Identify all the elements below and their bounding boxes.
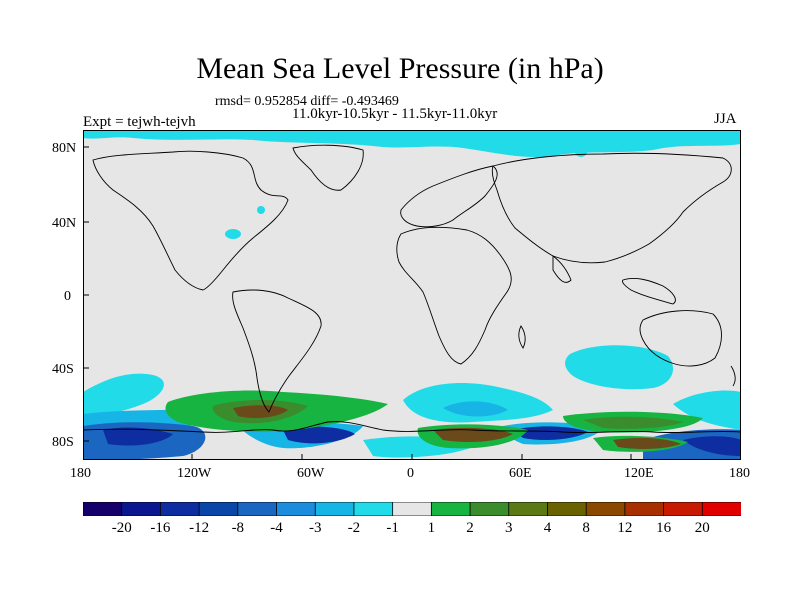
coastlines [83, 144, 741, 434]
period-text: 11.0kyr-10.5kyr - 11.5kyr-11.0kyr [292, 106, 498, 122]
lon-label-180-left: 180 [70, 466, 91, 481]
lat-label-40n: 40N [52, 216, 77, 231]
experiment-label: Expt = tejwh-tejvh [83, 114, 196, 130]
lat-label-80s: 80S [52, 435, 74, 450]
axis-ticks [83, 146, 632, 460]
weddell-dark-blue [283, 426, 355, 444]
new-zealand-coast [730, 365, 736, 387]
indian-sector-olive [583, 416, 683, 429]
colorbar-swatch [624, 502, 665, 516]
colorbar-swatch [83, 502, 123, 516]
lat-label-40s: 40S [52, 362, 74, 377]
asia-coast [491, 152, 732, 264]
colorbar-swatch [198, 502, 239, 516]
colorbar-label: -20 [111, 520, 132, 536]
ross-brown-core [613, 437, 681, 449]
se-pacific-cyan [673, 390, 741, 430]
colorbar-swatch [121, 502, 162, 516]
colorbar-label: -12 [189, 520, 210, 536]
indonesia-coast [622, 277, 676, 305]
arctic-cyan-patch [575, 147, 587, 157]
south-america-coast [232, 289, 322, 413]
colorbar-label: 20 [694, 520, 710, 536]
colorbar-label: -2 [347, 520, 361, 536]
pacific-antarctic-dark-blue [683, 436, 741, 456]
colorbar-label: -1 [386, 520, 399, 536]
lat-label-80n: 80N [52, 141, 77, 156]
colorbar-label: 4 [543, 520, 552, 536]
colorbar-label: 1 [427, 520, 436, 536]
colorbar-label: -4 [270, 520, 283, 536]
lon-label-0: 0 [407, 466, 414, 481]
lon-label-60e: 60E [509, 466, 532, 481]
colorbar-label: -16 [150, 520, 171, 536]
hudson-cyan-patch [257, 206, 265, 214]
stats-text: rmsd= 0.952854 diff= -0.493469 [215, 94, 399, 109]
india-coast [552, 255, 572, 283]
colorbar-label: 8 [582, 520, 590, 536]
colorbar-swatch [585, 502, 626, 516]
lon-label-180-right: 180 [729, 466, 750, 481]
lon-label-120w: 120W [177, 466, 212, 481]
australia-coast [639, 310, 722, 367]
east-antarctic-brown [433, 427, 513, 442]
colorbar-swatch [469, 502, 510, 516]
colorbar [83, 502, 741, 516]
colorbar-swatch [160, 502, 201, 516]
colorbar-swatch [276, 502, 317, 516]
sw-pacific-cyan [83, 373, 164, 415]
colorbar-label: -3 [308, 520, 322, 536]
plot-title: Mean Sea Level Pressure (in hPa) [196, 52, 604, 85]
colorbar-label: 2 [466, 520, 474, 536]
colorbar-label: 16 [656, 520, 672, 536]
antarctica-coast [83, 421, 741, 434]
na-cyan-patch [225, 229, 241, 239]
greenland-coast [292, 144, 364, 191]
colorbar-label: -8 [231, 520, 245, 536]
colorbar-swatch [508, 502, 549, 516]
ross-sea-dark-blue [103, 427, 173, 446]
north-america-coast [92, 150, 289, 291]
colorbar-label: 12 [617, 520, 633, 536]
africa-coast [396, 226, 512, 365]
lat-label-0: 0 [64, 289, 71, 304]
colorbar-swatch [392, 502, 433, 516]
colorbar-swatch [701, 502, 741, 516]
atlantic-blue-core [443, 401, 508, 417]
map-panel [83, 130, 741, 460]
lon-label-60w: 60W [297, 466, 325, 481]
colorbar-label: 3 [505, 520, 513, 536]
amundsen-brown-core [233, 405, 288, 418]
colorbar-swatch [353, 502, 394, 516]
madagascar-coast [518, 325, 526, 349]
colorbar-swatch [430, 502, 471, 516]
colorbar-swatch [547, 502, 588, 516]
colorbar-swatch [314, 502, 355, 516]
indian-antarctic-dark-blue [513, 426, 588, 440]
southern-indian-anomaly [565, 345, 673, 390]
colorbar-swatch [237, 502, 278, 516]
europe-coast [400, 165, 498, 228]
lon-label-120e: 120E [624, 466, 654, 481]
season-label: JJA [714, 111, 737, 127]
colorbar-swatch [663, 502, 704, 516]
